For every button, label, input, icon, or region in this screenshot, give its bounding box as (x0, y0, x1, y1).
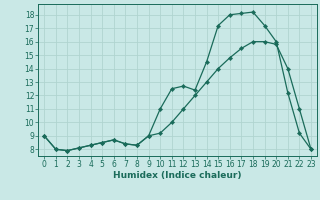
X-axis label: Humidex (Indice chaleur): Humidex (Indice chaleur) (113, 171, 242, 180)
